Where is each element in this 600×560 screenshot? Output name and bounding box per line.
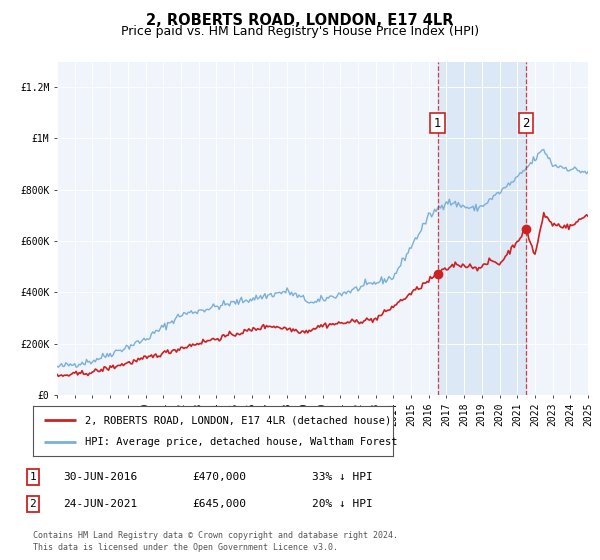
Text: 24-JUN-2021: 24-JUN-2021 [63,499,137,509]
Text: 2: 2 [29,499,37,509]
Text: 1: 1 [434,116,441,129]
Text: 33% ↓ HPI: 33% ↓ HPI [312,472,373,482]
Bar [437,62,526,395]
Text: 2, ROBERTS ROAD, LONDON, E17 4LR (detached house): 2, ROBERTS ROAD, LONDON, E17 4LR (detach… [85,415,391,425]
Text: 20% ↓ HPI: 20% ↓ HPI [312,499,373,509]
Text: 2: 2 [522,116,530,129]
Text: £645,000: £645,000 [192,499,246,509]
Text: Price paid vs. HM Land Registry's House Price Index (HPI): Price paid vs. HM Land Registry's House … [121,25,479,38]
Text: 30-JUN-2016: 30-JUN-2016 [63,472,137,482]
Text: Contains HM Land Registry data © Crown copyright and database right 2024.
This d: Contains HM Land Registry data © Crown c… [33,531,398,552]
Text: £470,000: £470,000 [192,472,246,482]
Text: 2, ROBERTS ROAD, LONDON, E17 4LR: 2, ROBERTS ROAD, LONDON, E17 4LR [146,13,454,27]
Text: 1: 1 [29,472,37,482]
Text: HPI: Average price, detached house, Waltham Forest: HPI: Average price, detached house, Walt… [85,437,398,447]
